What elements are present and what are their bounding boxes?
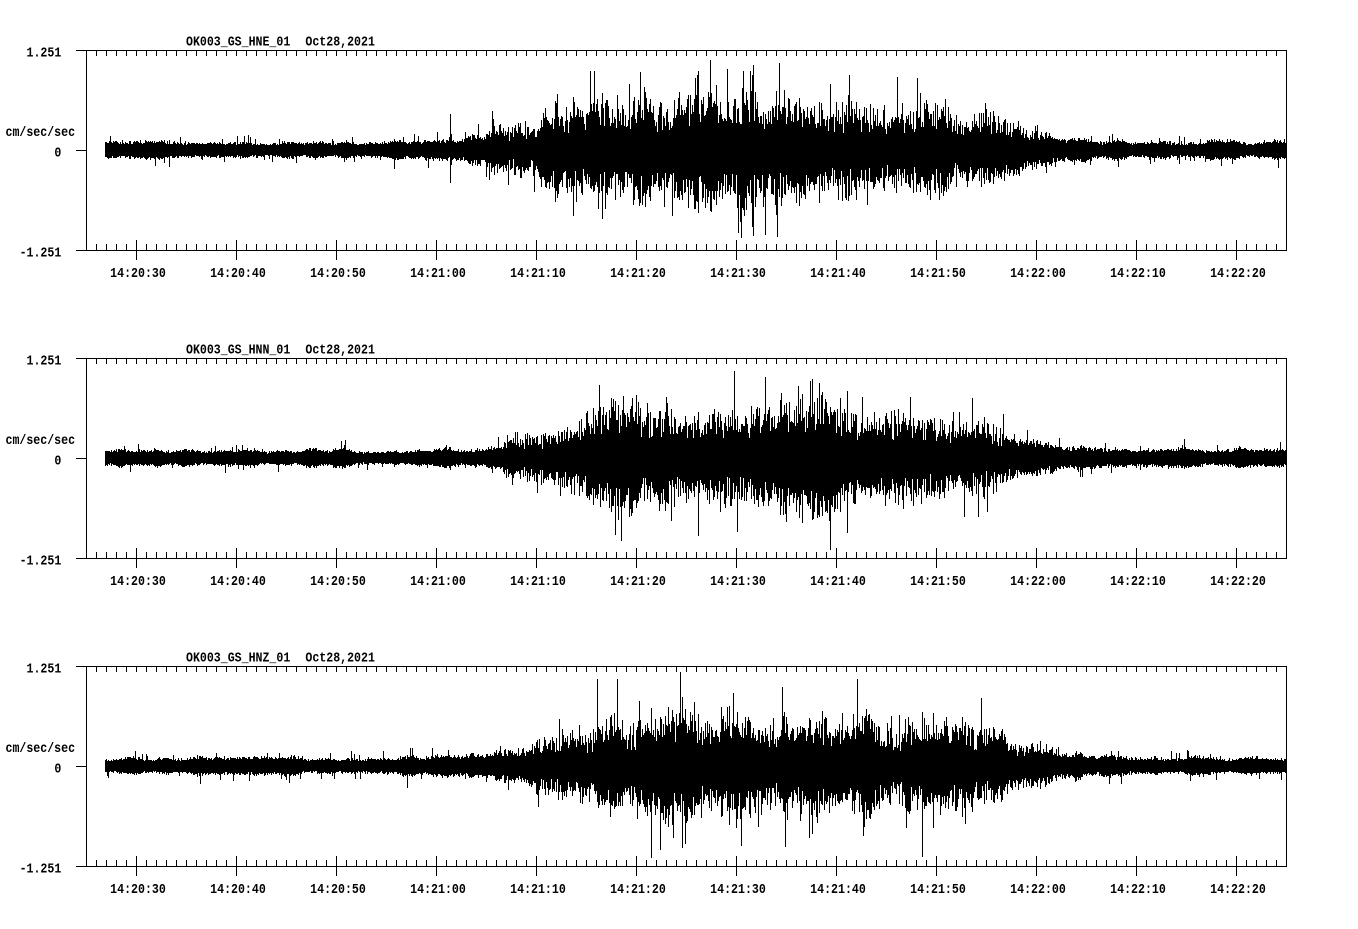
svg-text:cm/sec/sec: cm/sec/sec xyxy=(6,740,76,756)
svg-text:14:21:30: 14:21:30 xyxy=(710,881,766,897)
svg-text:14:22:10: 14:22:10 xyxy=(1110,265,1166,281)
svg-text:OK003_GS_HNE_01: OK003_GS_HNE_01 xyxy=(186,34,291,50)
svg-text:14:22:20: 14:22:20 xyxy=(1210,265,1266,281)
svg-text:14:20:50: 14:20:50 xyxy=(310,881,366,897)
svg-text:14:21:10: 14:21:10 xyxy=(510,265,566,281)
svg-text:14:21:00: 14:21:00 xyxy=(410,573,466,589)
svg-text:0: 0 xyxy=(54,145,61,161)
svg-text:-1.251: -1.251 xyxy=(20,245,62,261)
svg-text:14:22:00: 14:22:00 xyxy=(1010,573,1066,589)
svg-text:14:21:30: 14:21:30 xyxy=(710,573,766,589)
svg-text:14:20:40: 14:20:40 xyxy=(210,573,266,589)
svg-text:14:21:50: 14:21:50 xyxy=(910,881,966,897)
svg-text:14:20:30: 14:20:30 xyxy=(110,265,166,281)
svg-text:OK003_GS_HNZ_01: OK003_GS_HNZ_01 xyxy=(186,650,291,666)
svg-text:Oct28,2021: Oct28,2021 xyxy=(305,34,375,50)
svg-text:14:22:20: 14:22:20 xyxy=(1210,573,1266,589)
svg-text:14:21:50: 14:21:50 xyxy=(910,573,966,589)
svg-text:14:22:00: 14:22:00 xyxy=(1010,265,1066,281)
svg-text:14:22:20: 14:22:20 xyxy=(1210,881,1266,897)
svg-text:0: 0 xyxy=(54,761,61,777)
svg-text:14:20:50: 14:20:50 xyxy=(310,265,366,281)
svg-text:14:22:10: 14:22:10 xyxy=(1110,881,1166,897)
svg-text:14:21:20: 14:21:20 xyxy=(610,265,666,281)
svg-text:OK003_GS_HNN_01: OK003_GS_HNN_01 xyxy=(186,342,291,358)
svg-text:14:20:50: 14:20:50 xyxy=(310,573,366,589)
svg-text:14:21:20: 14:21:20 xyxy=(610,573,666,589)
svg-text:14:21:10: 14:21:10 xyxy=(510,881,566,897)
svg-text:14:21:40: 14:21:40 xyxy=(810,881,866,897)
svg-text:-1.251: -1.251 xyxy=(20,553,62,569)
svg-text:cm/sec/sec: cm/sec/sec xyxy=(6,432,76,448)
svg-text:Oct28,2021: Oct28,2021 xyxy=(305,650,375,666)
svg-text:14:22:10: 14:22:10 xyxy=(1110,573,1166,589)
svg-text:14:21:00: 14:21:00 xyxy=(410,265,466,281)
svg-text:14:20:40: 14:20:40 xyxy=(210,881,266,897)
svg-text:14:21:50: 14:21:50 xyxy=(910,265,966,281)
svg-text:14:21:20: 14:21:20 xyxy=(610,881,666,897)
svg-text:1.251: 1.251 xyxy=(27,353,62,369)
svg-text:14:20:40: 14:20:40 xyxy=(210,265,266,281)
svg-text:14:21:40: 14:21:40 xyxy=(810,265,866,281)
svg-text:0: 0 xyxy=(54,453,61,469)
svg-text:1.251: 1.251 xyxy=(27,45,62,61)
svg-text:Oct28,2021: Oct28,2021 xyxy=(305,342,375,358)
svg-text:1.251: 1.251 xyxy=(27,661,62,677)
svg-text:14:21:30: 14:21:30 xyxy=(710,265,766,281)
svg-text:14:22:00: 14:22:00 xyxy=(1010,881,1066,897)
svg-text:14:20:30: 14:20:30 xyxy=(110,573,166,589)
svg-text:14:21:00: 14:21:00 xyxy=(410,881,466,897)
svg-text:-1.251: -1.251 xyxy=(20,861,62,877)
svg-text:14:21:10: 14:21:10 xyxy=(510,573,566,589)
svg-text:14:20:30: 14:20:30 xyxy=(110,881,166,897)
svg-text:cm/sec/sec: cm/sec/sec xyxy=(6,124,76,140)
svg-text:14:21:40: 14:21:40 xyxy=(810,573,866,589)
